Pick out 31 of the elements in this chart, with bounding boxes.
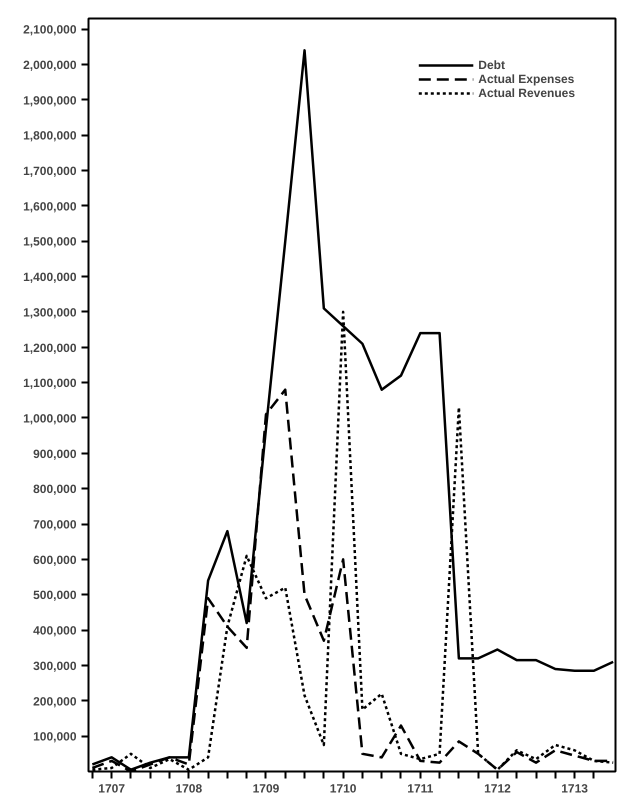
y-tick-label: 400,000 <box>33 624 77 638</box>
y-tick-label: 1,300,000 <box>23 305 77 320</box>
y-tick-label: 2,000,000 <box>23 58 77 72</box>
y-tick-label: 500,000 <box>33 588 77 602</box>
y-tick-label: 2,100,000 <box>23 22 77 37</box>
y-tick-label: 1,200,000 <box>23 340 77 355</box>
x-tick-label: 1707 <box>98 782 126 796</box>
x-tick-label: 1708 <box>175 782 202 796</box>
y-tick-label: 1,600,000 <box>23 199 77 214</box>
y-tick-label: 1,500,000 <box>23 234 77 249</box>
legend-label: Actual Revenues <box>478 86 575 100</box>
legend-label: Debt <box>478 58 505 72</box>
y-tick-label: 100,000 <box>33 730 77 744</box>
y-tick-label: 1,900,000 <box>23 93 77 108</box>
x-tick-label: 1712 <box>484 782 512 796</box>
y-tick-label: 1,000,000 <box>23 411 77 426</box>
y-tick-label: 900,000 <box>33 446 77 461</box>
y-tick-label: 800,000 <box>33 482 77 496</box>
x-tick-label: 1711 <box>407 782 434 796</box>
x-tick-label: 1709 <box>252 782 280 796</box>
y-tick-label: 1,700,000 <box>23 164 77 178</box>
y-tick-label: 300,000 <box>33 658 77 673</box>
y-tick-label: 700,000 <box>33 518 77 532</box>
y-tick-label: 600,000 <box>33 552 77 567</box>
y-tick-label: 1,400,000 <box>23 270 77 284</box>
x-tick-label: 1713 <box>561 782 588 796</box>
y-tick-label: 200,000 <box>33 694 77 708</box>
x-tick-label: 1710 <box>330 782 357 796</box>
legend-label: Actual Expenses <box>478 72 574 86</box>
y-tick-label: 1,800,000 <box>23 128 77 143</box>
y-tick-label: 1,100,000 <box>23 376 77 390</box>
